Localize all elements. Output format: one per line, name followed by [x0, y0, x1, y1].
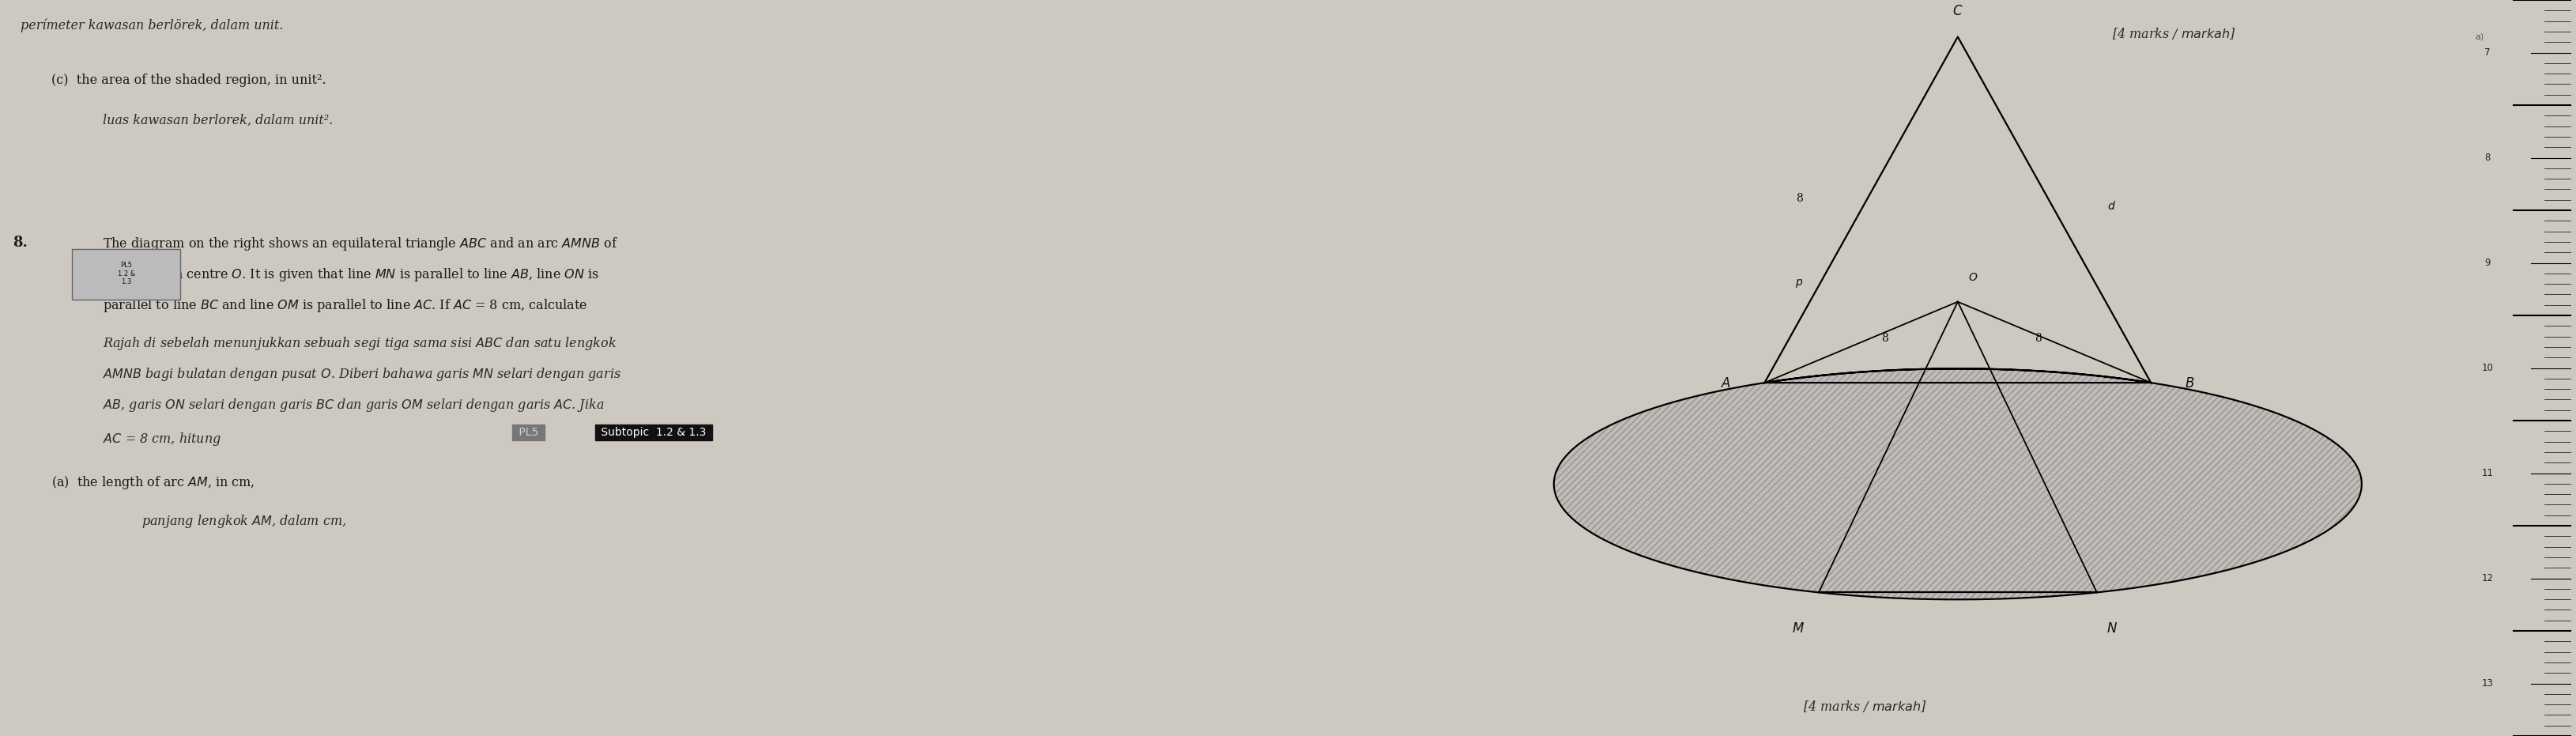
Text: panjang lengkok $AM$, dalam cm,: panjang lengkok $AM$, dalam cm,: [142, 513, 348, 530]
Text: [4 marks / $markah$]: [4 marks / $markah$]: [1803, 699, 1927, 714]
Text: a circle with centre $O$. It is given that line $MN$ is parallel to line $AB$, l: a circle with centre $O$. It is given th…: [103, 266, 600, 283]
Text: 13: 13: [2481, 679, 2494, 689]
Text: 8: 8: [2035, 333, 2043, 344]
Text: perímeter kawasan berlörek, dalam unit.: perímeter kawasan berlörek, dalam unit.: [21, 18, 283, 32]
Text: a): a): [2476, 33, 2483, 40]
Text: luas kawasan berlorek, dalam unit².: luas kawasan berlorek, dalam unit².: [103, 114, 332, 127]
Text: $C$: $C$: [1953, 5, 1963, 18]
Text: 8.: 8.: [13, 236, 28, 250]
Text: PL5
1.2 &
1.3: PL5 1.2 & 1.3: [118, 262, 134, 286]
Text: $M$: $M$: [1793, 622, 1803, 635]
Text: The diagram on the right shows an equilateral triangle $ABC$ and an arc $AMNB$ o: The diagram on the right shows an equila…: [103, 236, 618, 252]
Text: 8: 8: [2486, 152, 2491, 163]
Text: 8: 8: [1880, 333, 1888, 344]
Text: PL5: PL5: [515, 427, 541, 438]
Text: 11: 11: [2481, 468, 2494, 478]
Text: Subtopic  1.2 & 1.3: Subtopic 1.2 & 1.3: [598, 427, 708, 438]
Text: $d$: $d$: [2107, 200, 2115, 212]
Text: 7: 7: [2486, 47, 2491, 57]
Text: 12: 12: [2481, 573, 2494, 584]
Text: $O$: $O$: [1968, 272, 1978, 283]
Text: 9: 9: [2486, 258, 2491, 268]
Text: $N$: $N$: [2107, 622, 2117, 635]
Text: [4 marks / $markah$]: [4 marks / $markah$]: [2112, 26, 2236, 40]
Text: $AMNB$ bagi bulatan dengan pusat $O$. Diberi bahawa garis $MN$ selari dengan gar: $AMNB$ bagi bulatan dengan pusat $O$. Di…: [103, 366, 621, 383]
Text: $B$: $B$: [2184, 378, 2195, 391]
Text: (a)  the length of arc $AM$, in cm,: (a) the length of arc $AM$, in cm,: [52, 475, 255, 492]
Text: parallel to line $BC$ and line $OM$ is parallel to line $AC$. If $AC$ = 8 cm, ca: parallel to line $BC$ and line $OM$ is p…: [103, 297, 587, 314]
Text: Rajah di sebelah menunjukkan sebuah segi tiga sama sisi $ABC$ dan satu lengkok: Rajah di sebelah menunjukkan sebuah segi…: [103, 335, 616, 352]
Text: $AB$, garis $ON$ selari dengan garis $BC$ dan garis $OM$ selari dengan garis $AC: $AB$, garis $ON$ selari dengan garis $BC…: [103, 397, 605, 414]
Polygon shape: [1553, 369, 2362, 599]
Text: $AC$ = 8 cm, hitung: $AC$ = 8 cm, hitung: [103, 431, 222, 447]
Text: 8: 8: [1795, 193, 1803, 205]
Text: 10: 10: [2481, 363, 2494, 373]
Text: $p$: $p$: [1795, 277, 1803, 289]
Text: $A$: $A$: [1721, 378, 1731, 391]
FancyBboxPatch shape: [72, 249, 180, 300]
Text: (c)  the area of the shaded region, in unit².: (c) the area of the shaded region, in un…: [52, 74, 327, 87]
